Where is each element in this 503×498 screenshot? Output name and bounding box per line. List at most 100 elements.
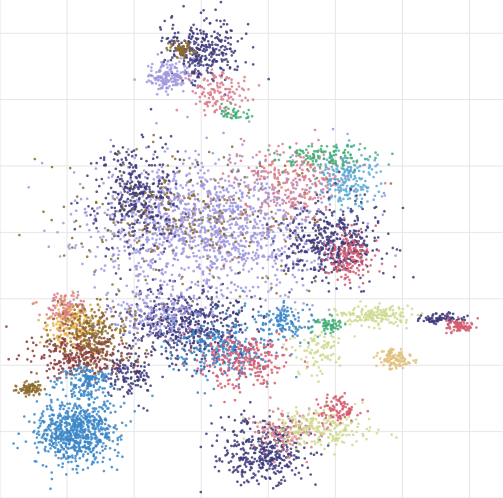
scatter-point xyxy=(355,214,359,218)
scatter-point xyxy=(134,154,138,157)
scatter-point xyxy=(247,341,251,345)
scatter-point xyxy=(145,187,148,191)
scatter-point xyxy=(93,286,96,289)
scatter-point xyxy=(104,311,107,314)
scatter-point xyxy=(361,262,364,266)
scatter-point xyxy=(188,222,191,225)
scatter-point xyxy=(154,321,158,325)
scatter-point xyxy=(286,224,290,227)
scatter-point xyxy=(196,182,199,185)
scatter-point xyxy=(303,196,307,199)
scatter-point xyxy=(332,153,336,157)
scatter-point xyxy=(243,372,247,376)
scatter-point xyxy=(273,158,277,162)
scatter-point xyxy=(95,226,98,230)
scatter-point xyxy=(137,279,140,282)
scatter-point xyxy=(359,259,363,263)
scatter-point xyxy=(291,266,295,270)
scatter-point xyxy=(160,191,163,194)
scatter-point xyxy=(179,71,183,74)
scatter-point xyxy=(297,222,301,226)
scatter-point xyxy=(149,80,153,83)
scatter-point xyxy=(160,352,163,356)
scatter-point xyxy=(227,76,231,80)
scatter-point xyxy=(261,185,264,188)
scatter-point xyxy=(394,265,397,268)
scatter-point xyxy=(128,165,131,169)
scatter-point xyxy=(310,142,314,146)
scatter-point xyxy=(278,173,282,177)
scatter-point xyxy=(117,267,120,270)
scatter-point xyxy=(342,254,345,258)
scatter-point xyxy=(212,324,215,328)
scatter-point xyxy=(214,193,218,196)
scatter-point xyxy=(146,288,150,292)
scatter-point xyxy=(73,199,77,202)
scatter-point xyxy=(169,326,173,330)
scatter-point xyxy=(313,221,317,225)
scatter-point xyxy=(217,53,221,57)
scatter-point xyxy=(259,211,263,215)
scatter-point xyxy=(182,357,185,361)
scatter-point xyxy=(164,179,167,182)
scatter-point xyxy=(257,226,260,230)
scatter-point xyxy=(102,181,105,185)
scatter-point xyxy=(191,61,194,65)
scatter-point xyxy=(154,326,158,330)
scatter-point xyxy=(132,247,135,250)
scatter-point xyxy=(238,182,242,186)
scatter-point xyxy=(225,105,228,109)
scatter-point xyxy=(256,215,260,218)
scatter-point xyxy=(251,63,255,66)
scatter-point xyxy=(287,200,291,204)
scatter-point xyxy=(349,173,353,177)
scatter-point xyxy=(353,240,357,244)
scatter-point xyxy=(179,57,182,60)
scatter-point xyxy=(199,180,203,183)
scatter-point xyxy=(153,164,157,167)
scatter-point xyxy=(177,299,180,302)
scatter-point xyxy=(270,255,274,259)
scatter-point xyxy=(161,268,164,271)
scatter-point xyxy=(207,369,211,373)
scatter-point xyxy=(205,295,208,298)
scatter-point xyxy=(189,286,193,289)
scatter-point xyxy=(230,281,233,284)
scatter-point xyxy=(133,186,136,190)
scatter-point xyxy=(257,189,261,192)
scatter-point xyxy=(131,252,134,255)
scatter-point xyxy=(216,218,219,221)
scatter-point xyxy=(295,183,299,187)
scatter-point xyxy=(121,203,124,206)
scatter-point xyxy=(62,221,65,225)
scatter-point xyxy=(158,242,161,246)
scatter-point xyxy=(360,250,363,253)
scatter-point xyxy=(183,336,187,340)
scatter-point xyxy=(200,357,204,361)
scatter-point xyxy=(234,352,238,355)
scatter-point xyxy=(149,74,153,78)
scatter-point xyxy=(192,339,196,343)
scatter-point xyxy=(152,182,156,185)
scatter-point xyxy=(167,200,170,204)
scatter-point xyxy=(143,227,146,231)
scatter-point xyxy=(97,230,100,233)
scatter-point xyxy=(198,218,201,222)
scatter-point xyxy=(189,312,192,315)
scatter-point xyxy=(207,189,211,193)
scatter-point xyxy=(263,236,267,240)
scatter-point xyxy=(333,178,337,181)
scatter-point xyxy=(257,197,260,201)
scatter-point xyxy=(202,47,206,51)
scatter-point xyxy=(135,176,138,180)
scatter-point xyxy=(162,250,166,254)
scatter-point xyxy=(168,232,171,235)
scatter-point xyxy=(182,194,185,198)
scatter-point xyxy=(159,196,163,200)
scatter-point xyxy=(342,160,345,164)
scatter-point xyxy=(341,210,345,213)
scatter-point xyxy=(256,285,260,289)
scatter-point xyxy=(267,171,270,175)
scatter-point xyxy=(209,199,212,203)
scatter-point xyxy=(307,177,311,181)
